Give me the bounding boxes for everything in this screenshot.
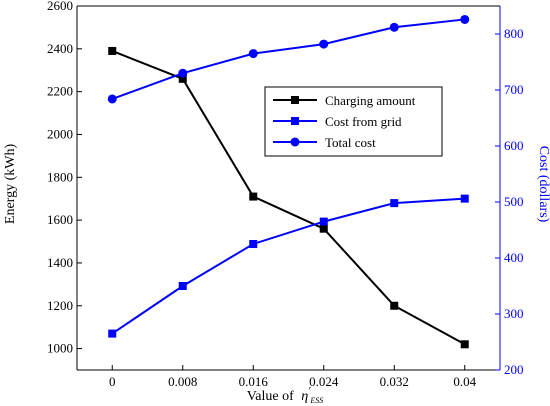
right-axis-ticks: 200 300 400 500 600 700 800 xyxy=(495,26,524,377)
charging-amount-point xyxy=(460,340,469,349)
legend: Charging amount Cost from grid Total cost xyxy=(264,86,443,157)
total-cost-point xyxy=(178,68,188,78)
legend-label-total-cost: Total cost xyxy=(325,135,376,150)
series-cost-from-grid xyxy=(108,194,469,338)
series-charging-amount xyxy=(108,46,469,349)
total-cost-point xyxy=(107,94,117,104)
charging-amount-point xyxy=(108,46,117,55)
y-tick-label-right: 200 xyxy=(504,362,524,377)
y-tick-label-left: 2000 xyxy=(47,126,73,141)
total-cost-point xyxy=(319,39,329,49)
total-cost-point xyxy=(460,14,470,24)
series-line-charging-amount xyxy=(111,50,466,346)
legend-total-cost-point xyxy=(290,137,300,147)
legend-entry-total-cost: Total cost xyxy=(273,135,376,150)
y-tick-label-left: 1200 xyxy=(47,298,73,313)
y-tick-label-left: 1000 xyxy=(47,341,73,356)
plot-frame xyxy=(76,5,501,371)
series-total-cost xyxy=(107,14,470,104)
y-tick-label-left: 2400 xyxy=(47,41,73,56)
series-layer xyxy=(107,14,470,349)
legend-charging-amount-point xyxy=(291,96,299,104)
x-tick-label: 0.016 xyxy=(239,374,269,389)
y-tick-label-right: 300 xyxy=(504,306,524,321)
legend-cost-from-grid-point xyxy=(291,117,299,125)
cost-from-grid-point xyxy=(108,329,117,338)
series-line-total-cost xyxy=(111,18,465,100)
x-axis-label-prefix: Value of xyxy=(247,389,294,404)
x-tick-label: 0 xyxy=(109,374,116,389)
cost-from-grid-point xyxy=(319,217,328,226)
legend-label-cost-from-grid: Cost from grid xyxy=(325,114,402,129)
y-tick-label-right: 600 xyxy=(504,138,524,153)
y-axis-label-left: Energy (kWh) xyxy=(3,144,18,225)
y-tick-label-left: 1800 xyxy=(47,169,73,184)
left-axis-ticks: 1000 1200 1400 1600 1800 2000 2200 2400 2600 xyxy=(47,0,82,356)
y-tick-label-right: 700 xyxy=(504,82,524,97)
y-tick-label-left: 1400 xyxy=(47,255,73,270)
x-axis-ticks: 0 0.008 0.016 0.024 0.032 0.04 xyxy=(109,365,477,389)
cost-from-grid-point xyxy=(178,282,187,290)
legend-entry-charging-amount: Charging amount xyxy=(273,93,416,108)
y-tick-label-left: 2600 xyxy=(47,0,73,13)
y-tick-label-left: 1600 xyxy=(47,212,73,227)
x-axis-label-subscript: ESS xyxy=(309,396,323,405)
x-axis-label-prime: ′ xyxy=(308,386,311,397)
x-tick-label: 0.032 xyxy=(380,374,409,389)
legend-entry-cost-from-grid: Cost from grid xyxy=(273,114,402,129)
cost-from-grid-point xyxy=(460,194,469,203)
charging-amount-point xyxy=(249,192,258,201)
x-tick-label: 0.04 xyxy=(453,374,476,389)
legend-label-charging-amount: Charging amount xyxy=(325,93,416,108)
charging-amount-point xyxy=(390,301,399,310)
x-tick-label: 0.008 xyxy=(168,374,197,389)
cost-from-grid-point xyxy=(249,240,258,248)
y-axis-label-right: Cost (dollars) xyxy=(536,146,550,223)
y-tick-label-right: 500 xyxy=(504,194,524,209)
x-tick-label: 0.024 xyxy=(309,374,339,389)
charging-amount-point xyxy=(319,224,328,233)
charging-amount-point xyxy=(178,74,187,83)
total-cost-point xyxy=(389,22,399,32)
series-line-cost-from-grid xyxy=(111,197,465,335)
y-tick-label-right: 400 xyxy=(504,250,524,265)
y-tick-label-left: 2200 xyxy=(47,84,73,99)
y-tick-label-right: 800 xyxy=(504,26,524,41)
total-cost-point xyxy=(248,49,258,59)
x-axis-label: Value of η′ESS xyxy=(247,386,324,405)
x-axis-label-symbol: η xyxy=(301,389,308,404)
cost-from-grid-point xyxy=(390,199,399,208)
